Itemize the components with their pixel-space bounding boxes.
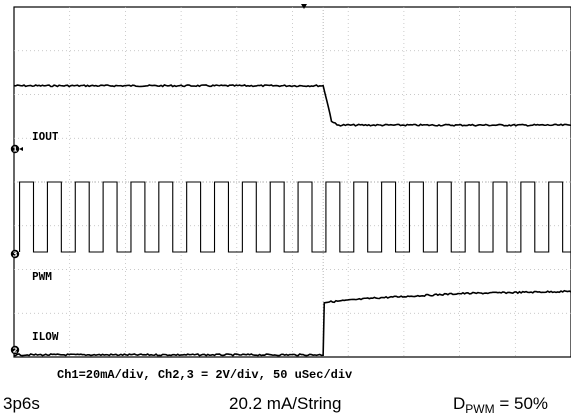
ch2-ground-marker: 2 — [13, 347, 18, 355]
trace-pwm — [19, 181, 571, 253]
duty-symbol: D — [453, 394, 466, 413]
traces — [13, 84, 571, 357]
trace-ilow — [13, 289, 571, 357]
trigger-marker — [301, 4, 307, 9]
ilow-label: ILOW — [32, 330, 59, 343]
caption-left: 3p6s — [3, 394, 40, 413]
trace-iout — [13, 84, 571, 127]
ch3-ground-marker: 3 — [13, 251, 18, 259]
iout-label: IOUT — [32, 130, 59, 143]
trace-labels: IOUT PWM ILOW — [32, 130, 59, 343]
scale-settings: Ch1=20mA/div, Ch2,3 = 2V/div, 50 uSec/di… — [57, 368, 353, 382]
ground-markers: 1 3 2 — [10, 4, 307, 355]
duty-value: = 50% — [494, 394, 549, 413]
ch1-ground-marker: 1 — [13, 146, 18, 154]
caption-current: 20.2 mA/String — [229, 394, 342, 413]
duty-subscript: PWM — [465, 402, 495, 416]
caption-duty-cycle: DPWM = 50% — [453, 394, 549, 416]
oscilloscope-screen: IOUT PWM ILOW 1 3 2 — [10, 4, 571, 358]
pwm-label: PWM — [32, 270, 52, 283]
graticule — [13, 6, 571, 358]
